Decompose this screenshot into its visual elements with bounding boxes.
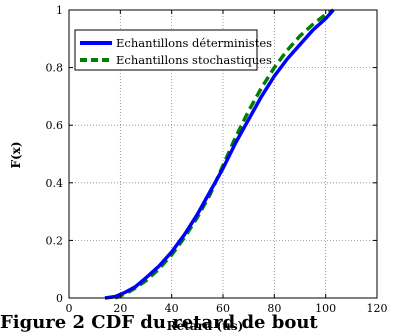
y-tick-label: 0 [56,292,63,305]
legend: Echantillons déterministes Echantillons … [74,29,272,71]
y-tick-label: 0.2 [46,234,64,247]
series-group [104,8,335,300]
y-tick-label: 0.8 [46,62,64,75]
x-tick-label: 40 [165,302,179,315]
legend-box [74,29,258,71]
series-line-deterministic [104,8,335,300]
legend-label-deterministic: Echantillons déterministes [116,36,272,50]
x-tick-label: 0 [66,302,73,315]
x-tick-label: 100 [315,302,336,315]
x-tick-label: 60 [216,302,230,315]
figure-caption: Figure 2 CDF du retard de bout [0,312,318,333]
ticks: 0 20 40 60 80 100 120 0 0.2 0.4 0.6 0.8 1 [46,4,388,315]
y-tick-label: 0.6 [46,119,64,132]
x-tick-label: 80 [267,302,281,315]
y-tick-label: 1 [56,4,63,17]
x-tick-label: 120 [367,302,388,315]
legend-label-stochastic: Echantillons stochastiques [116,53,272,67]
y-tick-label: 0.4 [46,177,64,190]
x-axis-label: Retard (us) [167,319,244,333]
y-axis-label: F(x) [9,141,23,168]
x-tick-label: 20 [113,302,127,315]
